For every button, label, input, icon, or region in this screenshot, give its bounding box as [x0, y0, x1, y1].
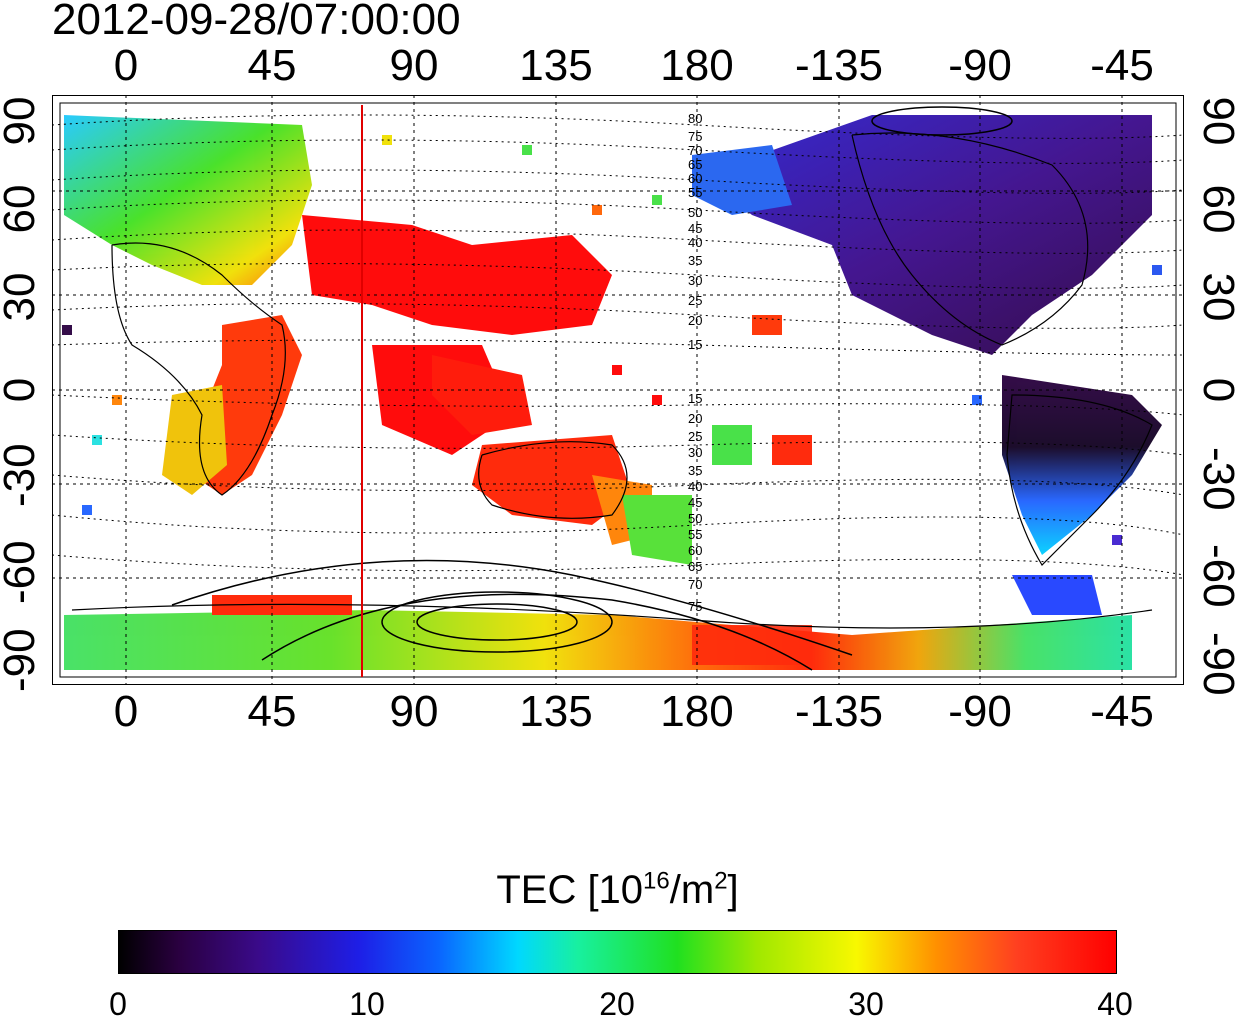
- right-lat-label: -90: [1194, 632, 1235, 696]
- left-lat-label: -90: [0, 628, 44, 692]
- right-lat-label: -30: [1194, 447, 1235, 511]
- contour-label: 60: [688, 543, 702, 558]
- top-lon-label: -135: [794, 41, 884, 90]
- bottom-lon-label: 90: [389, 687, 439, 736]
- colorbar-title-unit: /m: [669, 868, 715, 912]
- colorbar-tick: 30: [848, 986, 884, 1022]
- contour-label: 30: [688, 445, 702, 460]
- polar-contours: [171, 106, 1013, 671]
- left-lat-label: 0: [0, 360, 44, 420]
- contour-label: 15: [688, 391, 702, 406]
- coastlines: [71, 132, 1153, 629]
- top-lon-label: 135: [519, 41, 593, 90]
- contour-label: 15: [688, 337, 702, 352]
- colorbar-title: TEC [1016/m2]: [0, 868, 1235, 913]
- colorbar-title-exponent: 16: [643, 867, 670, 895]
- top-lon-label: 180: [660, 41, 734, 90]
- contour-label: 40: [688, 479, 702, 494]
- contour-lines: [52, 114, 1184, 576]
- colorbar-tick: 40: [1097, 986, 1133, 1022]
- top-lon-label: 0: [113, 41, 139, 90]
- colorbar-tick: 0: [109, 986, 127, 1022]
- left-lat-label: 30: [0, 272, 44, 322]
- bottom-lon-label: 135: [519, 687, 593, 736]
- contour-label: 35: [688, 253, 702, 268]
- timestamp-title: 2012-09-28/07:00:00: [52, 0, 461, 44]
- bottom-lon-label: 180: [660, 687, 734, 736]
- top-lon-label: -45: [1090, 41, 1154, 90]
- contour-label: 60: [688, 171, 702, 186]
- contour-label: 75: [688, 129, 702, 144]
- left-lat-label: 90: [0, 96, 44, 146]
- colorbar-tick: 10: [349, 986, 385, 1022]
- contour-label: 80: [688, 111, 702, 126]
- contour-label: 55: [688, 185, 702, 200]
- contour-label: 50: [688, 511, 702, 526]
- contour-label: 50: [688, 205, 702, 220]
- colorbar-title-unit-exponent: 2: [714, 867, 728, 895]
- left-lat-label: -30: [0, 443, 44, 507]
- contour-label: 55: [688, 527, 702, 542]
- graticule: [52, 95, 1184, 685]
- right-lat-label: -60: [1194, 544, 1235, 608]
- bottom-lon-label: 0: [113, 687, 139, 736]
- top-lon-label: 90: [389, 41, 439, 90]
- bottom-lon-label: 45: [247, 687, 297, 736]
- right-lat-label: 0: [1194, 360, 1235, 420]
- colorbar-tick: 20: [599, 986, 635, 1022]
- contour-label: 20: [688, 313, 702, 328]
- contour-label: 75: [688, 599, 702, 614]
- colorbar-title-close: ]: [727, 868, 739, 912]
- bottom-lon-label: -90: [948, 687, 1012, 736]
- top-lon-label: 45: [247, 41, 297, 90]
- right-lat-label: 30: [1194, 272, 1235, 322]
- bottom-lon-label: -135: [794, 687, 884, 736]
- contour-label: 65: [688, 157, 702, 172]
- right-lat-label: 90: [1194, 96, 1235, 146]
- contour-label: 70: [688, 577, 702, 592]
- left-lat-label: -60: [0, 540, 44, 604]
- contour-label: 45: [688, 221, 702, 236]
- contour-label: 65: [688, 559, 702, 574]
- contour-label: 70: [688, 143, 702, 158]
- contour-label-group: 80 75 70 65 60 55 50 45 40 35 30 25 20 1…: [688, 111, 702, 614]
- right-lat-label: 60: [1194, 184, 1235, 234]
- contour-label: 35: [688, 463, 702, 478]
- contour-label: 30: [688, 273, 702, 288]
- top-lon-label: -90: [948, 41, 1012, 90]
- tec-map: 80 75 70 65 60 55 50 45 40 35 30 25 20 1…: [52, 95, 1184, 685]
- contour-label: 20: [688, 411, 702, 426]
- contour-label: 25: [688, 293, 702, 308]
- contour-label: 40: [688, 235, 702, 250]
- colorbar-title-main: TEC [10: [496, 868, 644, 912]
- left-lat-label: 60: [0, 184, 44, 234]
- contour-label: 45: [688, 495, 702, 510]
- bottom-lon-label: -45: [1090, 687, 1154, 736]
- colorbar: [118, 930, 1117, 974]
- contour-label: 25: [688, 429, 702, 444]
